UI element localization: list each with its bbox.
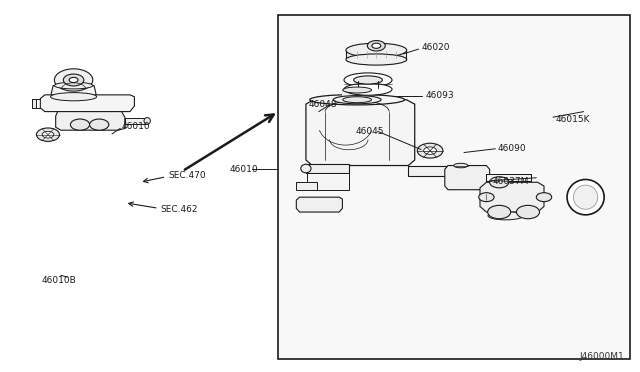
Circle shape bbox=[367, 41, 385, 51]
Circle shape bbox=[69, 77, 78, 83]
Circle shape bbox=[417, 143, 443, 158]
Circle shape bbox=[70, 119, 90, 130]
Polygon shape bbox=[445, 166, 490, 190]
Circle shape bbox=[42, 131, 54, 138]
Ellipse shape bbox=[343, 97, 371, 103]
Circle shape bbox=[54, 69, 93, 91]
Ellipse shape bbox=[573, 185, 598, 209]
Text: 46015K: 46015K bbox=[556, 115, 590, 124]
Text: 46010: 46010 bbox=[122, 122, 150, 131]
Circle shape bbox=[516, 205, 540, 219]
Polygon shape bbox=[306, 100, 415, 166]
Ellipse shape bbox=[301, 164, 311, 173]
Text: 46010: 46010 bbox=[229, 165, 258, 174]
Polygon shape bbox=[306, 164, 349, 173]
Circle shape bbox=[490, 177, 509, 188]
Text: 46037M: 46037M bbox=[493, 177, 529, 186]
Polygon shape bbox=[480, 182, 544, 212]
Polygon shape bbox=[342, 90, 371, 100]
Polygon shape bbox=[56, 112, 125, 130]
Bar bbox=[278, 15, 630, 359]
Text: 46020: 46020 bbox=[421, 43, 450, 52]
Circle shape bbox=[90, 119, 109, 130]
Circle shape bbox=[479, 193, 494, 202]
Circle shape bbox=[372, 43, 381, 48]
Text: 46045: 46045 bbox=[355, 127, 384, 136]
Circle shape bbox=[63, 74, 84, 86]
Circle shape bbox=[536, 193, 552, 202]
Circle shape bbox=[424, 147, 436, 154]
Polygon shape bbox=[32, 99, 36, 108]
Ellipse shape bbox=[344, 83, 392, 95]
Circle shape bbox=[488, 205, 511, 219]
Text: SEC.462: SEC.462 bbox=[160, 205, 198, 214]
Ellipse shape bbox=[51, 93, 97, 101]
Text: 46048: 46048 bbox=[308, 100, 337, 109]
Ellipse shape bbox=[333, 96, 381, 104]
Ellipse shape bbox=[354, 76, 383, 84]
Polygon shape bbox=[344, 80, 392, 89]
Ellipse shape bbox=[144, 118, 150, 124]
Text: SEC.470: SEC.470 bbox=[168, 171, 206, 180]
Ellipse shape bbox=[346, 43, 407, 57]
Text: 46093: 46093 bbox=[426, 92, 454, 100]
Polygon shape bbox=[408, 166, 461, 176]
Ellipse shape bbox=[567, 179, 604, 215]
Polygon shape bbox=[307, 173, 349, 190]
Circle shape bbox=[36, 128, 60, 141]
Polygon shape bbox=[125, 118, 147, 124]
Polygon shape bbox=[296, 197, 342, 212]
Polygon shape bbox=[40, 95, 134, 112]
Text: 46010B: 46010B bbox=[42, 276, 76, 285]
Text: J46000M1: J46000M1 bbox=[579, 352, 624, 361]
Ellipse shape bbox=[346, 54, 407, 65]
Polygon shape bbox=[486, 174, 531, 181]
Ellipse shape bbox=[454, 163, 468, 168]
Polygon shape bbox=[296, 182, 317, 190]
Polygon shape bbox=[51, 86, 97, 97]
Ellipse shape bbox=[488, 212, 524, 220]
Ellipse shape bbox=[343, 87, 371, 93]
Ellipse shape bbox=[54, 82, 93, 89]
Polygon shape bbox=[346, 50, 406, 60]
Ellipse shape bbox=[344, 73, 392, 87]
Text: 46090: 46090 bbox=[498, 144, 527, 153]
Ellipse shape bbox=[310, 94, 404, 105]
